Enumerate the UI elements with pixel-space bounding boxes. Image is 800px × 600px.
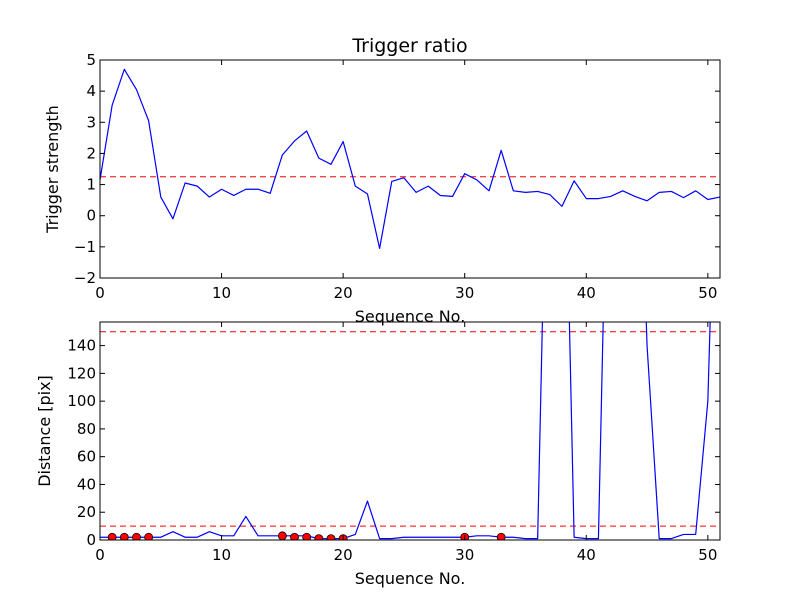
x-tick-label: 30 xyxy=(455,284,474,302)
x-tick-label: 20 xyxy=(334,284,353,302)
y-tick-label: 140 xyxy=(67,337,96,355)
x-tick-label: 40 xyxy=(577,284,596,302)
y-tick-label: 0 xyxy=(86,531,96,549)
y-tick-label: 0 xyxy=(86,207,96,225)
y-tick-label: 2 xyxy=(86,144,96,162)
x-tick-label: 10 xyxy=(212,284,231,302)
y-tick-label: 100 xyxy=(67,392,96,410)
chart-title: Trigger ratio xyxy=(351,35,467,57)
y-axis-label: Trigger strength xyxy=(43,105,62,234)
x-tick-label: 50 xyxy=(698,284,717,302)
series-line xyxy=(100,322,711,540)
x-axis-label: Sequence No. xyxy=(355,307,466,326)
y-tick-label: 3 xyxy=(86,113,96,131)
y-tick-label: 1 xyxy=(86,176,96,194)
y-tick-label: 5 xyxy=(86,51,96,69)
axes-frame xyxy=(99,321,721,541)
x-tick-label: 10 xyxy=(212,546,231,564)
x-tick-label: 20 xyxy=(334,546,353,564)
plot-area xyxy=(100,322,720,540)
y-tick-label: −2 xyxy=(74,269,96,287)
data-point xyxy=(107,532,117,540)
series-line xyxy=(100,68,720,250)
y-tick-label: 120 xyxy=(67,364,96,382)
y-tick-label: −1 xyxy=(74,238,96,256)
data-point xyxy=(302,532,312,540)
plot-area xyxy=(100,68,720,250)
y-tick-label: 20 xyxy=(77,503,96,521)
x-axis-label: Sequence No. xyxy=(355,569,466,588)
y-axis-label: Distance [pix] xyxy=(35,375,54,487)
data-point xyxy=(314,534,324,540)
y-tick-label: 40 xyxy=(77,475,96,493)
x-tick-label: 50 xyxy=(698,546,717,564)
data-point xyxy=(144,532,154,540)
x-tick-label: 0 xyxy=(95,546,105,564)
x-tick-label: 0 xyxy=(95,284,105,302)
data-point xyxy=(326,534,336,540)
data-point xyxy=(290,532,299,540)
x-tick-label: 30 xyxy=(455,546,474,564)
distance-plot: Sequence No. Distance [pix] 0 10 20 30 40 50 0… xyxy=(35,321,721,588)
data-point xyxy=(119,532,129,540)
data-point xyxy=(496,532,506,540)
y-tick-label: 4 xyxy=(86,82,96,100)
y-tick-label: 60 xyxy=(77,448,96,466)
axes-frame xyxy=(99,59,721,279)
data-point xyxy=(277,531,287,540)
data-point xyxy=(132,532,141,540)
trigger-ratio-plot: Trigger ratio Sequence No. Trigger stren… xyxy=(43,35,721,326)
x-tick-label: 40 xyxy=(577,546,596,564)
y-tick-label: 80 xyxy=(77,420,96,438)
